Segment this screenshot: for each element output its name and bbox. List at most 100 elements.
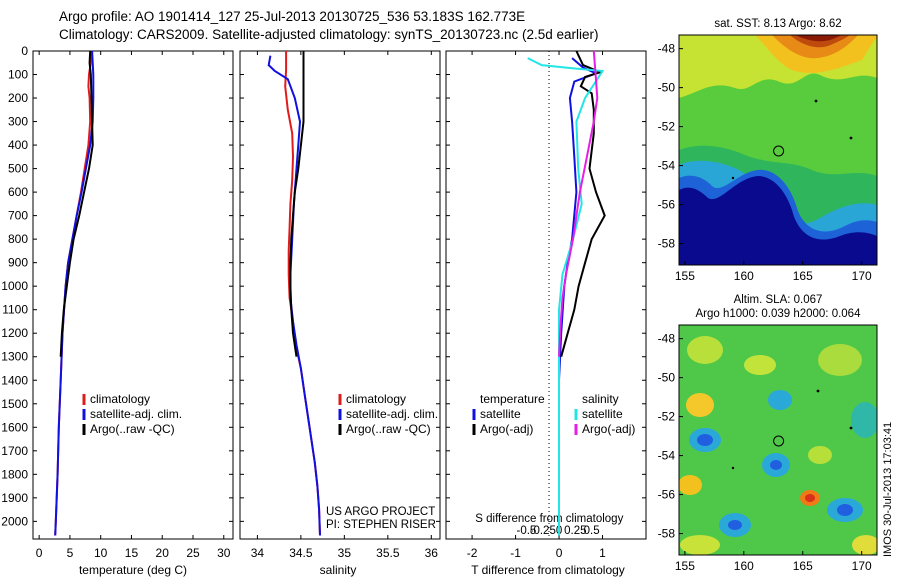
difference-legend-title-salinity: salinity bbox=[582, 392, 619, 406]
depth-tick-label: 600 bbox=[8, 185, 28, 199]
depth-tick-label: 1900 bbox=[1, 491, 28, 505]
depth-tick-label: 100 bbox=[8, 68, 28, 82]
difference-top-tick-label: -0.25 bbox=[530, 525, 556, 537]
sst_map-title: sat. SST: 8.13 Argo: 8.62 bbox=[714, 18, 841, 30]
sla_map-x-tick-label: 160 bbox=[734, 559, 754, 573]
sla_map-y-tick-label: -50 bbox=[658, 371, 676, 385]
temperature-x-tick-label: 30 bbox=[217, 546, 231, 560]
difference-x-tick-label: -2 bbox=[467, 546, 478, 560]
temperature-series-line bbox=[54, 50, 93, 536]
sst-map bbox=[679, 35, 877, 265]
sst_map-y-tick-label: -58 bbox=[658, 237, 676, 251]
difference-x-axis-label: T difference from climatology bbox=[471, 563, 625, 577]
temperature-series-line bbox=[59, 50, 94, 357]
sla-profile-location-marker bbox=[773, 435, 785, 447]
difference-series-line bbox=[560, 50, 606, 357]
difference-x-tick-label: 0 bbox=[556, 546, 563, 560]
depth-tick-label: 500 bbox=[8, 162, 28, 176]
temperature-series-line bbox=[54, 50, 95, 536]
sst_map-x-tick-label: 160 bbox=[734, 269, 754, 283]
temperature-x-tick-label: 20 bbox=[156, 546, 170, 560]
salinity-series-line bbox=[289, 51, 305, 357]
difference-plot-frame bbox=[445, 50, 647, 540]
sst_map-y-tick-label: -50 bbox=[658, 81, 676, 95]
temperature-x-tick-label: 15 bbox=[125, 546, 139, 560]
difference-x-tick-label: 1 bbox=[599, 546, 606, 560]
salinity-x-tick-label: 35.5 bbox=[376, 546, 400, 560]
depth-tick-label: 1300 bbox=[1, 350, 28, 364]
depth-tick-label: 200 bbox=[8, 91, 28, 105]
depth-tick-label: 900 bbox=[8, 256, 28, 270]
salinity-series-line bbox=[267, 55, 321, 536]
page-title-line1: Argo profile: AO 1901414_127 25-Jul-2013… bbox=[59, 9, 526, 24]
difference-salinity-legend-label: satellite bbox=[582, 407, 623, 421]
sla_map-x-tick-label: 155 bbox=[675, 559, 695, 573]
sla-map-frame bbox=[678, 324, 878, 556]
salinity-x-tick-label: 34.5 bbox=[289, 546, 313, 560]
depth-tick-label: 1400 bbox=[1, 373, 28, 387]
sst-map-frame bbox=[678, 34, 878, 266]
temperature-legend-label: Argo(..raw -QC) bbox=[90, 422, 175, 436]
depth-tick-label: 0 bbox=[21, 44, 28, 58]
temperature-x-tick-label: 25 bbox=[186, 546, 200, 560]
depth-tick-label: 1800 bbox=[1, 467, 28, 481]
dynamic-layer: 0100200300400500600700800900100011001200… bbox=[1, 18, 872, 577]
sst_map-y-tick-label: -48 bbox=[658, 42, 676, 56]
difference-top-tick-label: -0.5 bbox=[517, 525, 537, 537]
credit-line2: PI: STEPHEN RISER bbox=[326, 519, 436, 531]
difference-top-axis-label: S difference from climatology bbox=[475, 513, 623, 525]
difference-temperature-legend-label: satellite bbox=[480, 407, 521, 421]
temperature-plot-frame bbox=[32, 50, 234, 540]
difference-top-tick-label: 0.5 bbox=[584, 525, 600, 537]
salinity-legend-label: satellite-adj. clim. bbox=[346, 407, 438, 421]
depth-tick-label: 1100 bbox=[2, 303, 28, 317]
depth-tick-label: 1700 bbox=[1, 444, 28, 458]
difference-legend-title-temperature: temperature bbox=[480, 392, 545, 406]
sla_map-title: Argo h1000: 0.039 h2000: 0.064 bbox=[696, 308, 862, 320]
salinity-x-tick-label: 35 bbox=[338, 546, 352, 560]
sla-map bbox=[679, 325, 877, 555]
sst_map-y-tick-label: -54 bbox=[658, 159, 676, 173]
sla_map-title: Altim. SLA: 0.067 bbox=[734, 294, 823, 306]
credit-line1: US ARGO PROJECT bbox=[326, 506, 435, 518]
salinity-plot-frame bbox=[239, 50, 441, 540]
salinity-legend-label: Argo(..raw -QC) bbox=[346, 422, 431, 436]
side-stamp: IMOS 30-Jul-2013 17:03:41 bbox=[882, 422, 894, 557]
sst-profile-location-marker bbox=[773, 145, 785, 157]
salinity-x-tick-label: 36 bbox=[425, 546, 439, 560]
sla_map-x-tick-label: 165 bbox=[793, 559, 813, 573]
sla_map-y-tick-label: -52 bbox=[658, 410, 676, 424]
salinity-legend-label: climatology bbox=[346, 392, 406, 406]
sst_map-y-tick-label: -56 bbox=[658, 198, 676, 212]
difference-salinity-legend-label: Argo(-adj) bbox=[582, 422, 635, 436]
depth-tick-label: 700 bbox=[8, 209, 28, 223]
difference-x-tick-label: -1 bbox=[510, 546, 521, 560]
difference-temperature-legend-label: Argo(-adj) bbox=[480, 422, 533, 436]
depth-tick-label: 400 bbox=[8, 138, 28, 152]
temperature-x-tick-label: 5 bbox=[67, 546, 74, 560]
sst_map-y-tick-label: -52 bbox=[658, 120, 676, 134]
salinity-x-tick-label: 34 bbox=[251, 546, 265, 560]
sla_map-y-tick-label: -48 bbox=[658, 332, 676, 346]
sst_map-x-tick-label: 170 bbox=[852, 269, 872, 283]
sla_map-y-tick-label: -58 bbox=[658, 527, 676, 541]
page-title-line2: Climatology: CARS2009. Satellite-adjuste… bbox=[59, 27, 599, 42]
sla_map-y-tick-label: -54 bbox=[658, 449, 676, 463]
temperature-legend-label: climatology bbox=[90, 392, 150, 406]
depth-tick-label: 1500 bbox=[1, 397, 28, 411]
temperature-x-axis-label: temperature (deg C) bbox=[79, 563, 187, 577]
sla_map-x-tick-label: 170 bbox=[852, 559, 872, 573]
difference-series-line bbox=[558, 50, 599, 357]
salinity-x-axis-label: salinity bbox=[320, 563, 357, 577]
temperature-x-tick-label: 0 bbox=[36, 546, 43, 560]
depth-tick-label: 300 bbox=[8, 115, 28, 129]
temperature-legend-label: satellite-adj. clim. bbox=[90, 407, 182, 421]
sla_map-y-tick-label: -56 bbox=[658, 488, 676, 502]
depth-tick-label: 1200 bbox=[1, 326, 28, 340]
depth-tick-label: 800 bbox=[8, 232, 28, 246]
depth-tick-label: 2000 bbox=[1, 514, 28, 528]
sst_map-x-tick-label: 165 bbox=[793, 269, 813, 283]
depth-tick-label: 1600 bbox=[1, 420, 28, 434]
temperature-x-tick-label: 10 bbox=[94, 546, 108, 560]
